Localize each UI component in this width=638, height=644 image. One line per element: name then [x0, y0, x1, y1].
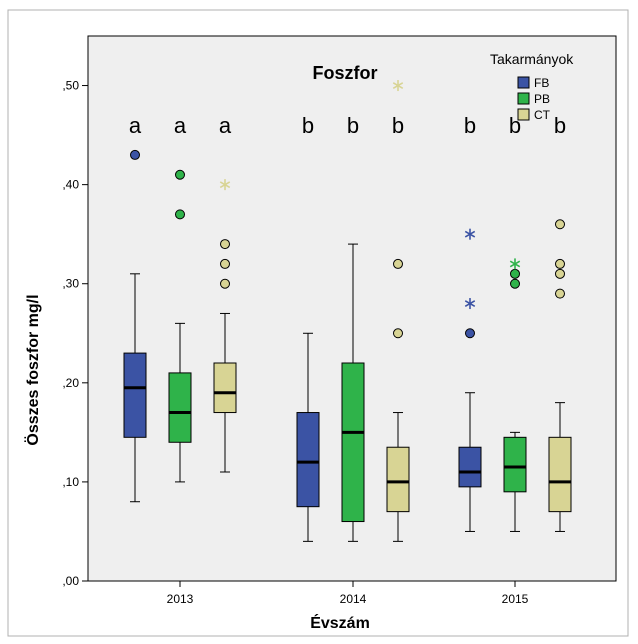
outlier-marker	[465, 328, 475, 339]
outlier-marker	[510, 278, 520, 289]
y-tick-label: ,50	[62, 79, 79, 93]
outlier-marker	[175, 209, 185, 220]
extreme-marker-stroke	[219, 181, 231, 189]
box-CT-2015	[548, 219, 572, 532]
box-FB-2013	[123, 149, 147, 503]
extreme-marker-stroke	[392, 82, 404, 89]
box-body	[341, 362, 365, 523]
x-tick-label: 2014	[340, 592, 367, 606]
outlier-marker	[555, 268, 565, 279]
box-FB-2014	[296, 332, 320, 542]
significance-letters: a b ba b ba b b	[129, 113, 566, 138]
legend-swatch-CT	[517, 108, 530, 121]
y-axis-title: Összes foszfor mg/l	[23, 294, 42, 445]
outlier-marker	[220, 239, 230, 250]
x-axis-title: Évszám	[310, 613, 370, 632]
outlier-marker	[555, 258, 565, 269]
extreme-marker	[509, 258, 521, 270]
x-tick-label: 2013	[167, 592, 194, 606]
box-body	[168, 372, 192, 443]
box-CT-2014	[386, 80, 410, 542]
box-body	[213, 362, 237, 414]
y-tick-label: ,00	[62, 574, 79, 588]
y-tick-label: ,10	[62, 475, 79, 489]
extreme-marker-stroke	[464, 300, 476, 307]
extreme-marker	[464, 228, 476, 240]
significance-letter: b	[347, 113, 359, 138]
x-axis: 2013 2014 2015	[167, 581, 529, 606]
significance-letter: b	[464, 113, 476, 138]
significance-letter: a	[219, 113, 232, 138]
legend-label-CT: CT	[534, 108, 551, 122]
y-tick-label: ,40	[62, 178, 79, 192]
legend-label-FB: FB	[534, 76, 549, 90]
outlier-marker	[555, 288, 565, 299]
box-body	[123, 352, 147, 438]
legend-title: Takarmányok	[490, 51, 574, 67]
significance-letter: b	[302, 113, 314, 138]
box-body	[548, 436, 572, 513]
legend-label-PB: PB	[534, 92, 550, 106]
box-PB-2013	[168, 169, 192, 483]
outlier-marker	[175, 169, 185, 180]
box-FB-2015	[458, 228, 482, 532]
legend-swatch-PB	[517, 92, 530, 105]
box-body	[503, 436, 527, 493]
extreme-marker-stroke	[509, 260, 521, 268]
extreme-marker	[392, 80, 404, 92]
outlier-marker	[555, 219, 565, 230]
outlier-marker	[130, 149, 140, 160]
significance-letter: b	[554, 113, 566, 138]
outlier-marker	[393, 328, 403, 339]
extreme-marker	[219, 179, 231, 191]
extreme-marker-stroke	[464, 230, 476, 238]
legend: Takarmányok FB PB CT	[490, 51, 574, 122]
outlier-marker	[220, 258, 230, 269]
outlier-marker	[220, 278, 230, 289]
extreme-marker	[464, 298, 476, 310]
x-tick-label: 2015	[502, 592, 529, 606]
y-tick-label: ,30	[62, 277, 79, 291]
significance-letter: b	[392, 113, 404, 138]
legend-swatch-FB	[517, 76, 530, 89]
box-PB-2014	[341, 243, 365, 542]
y-axis: ,00 ,10 ,20 ,30 ,40 ,50	[62, 79, 88, 588]
box-body	[386, 446, 410, 513]
outlier-marker	[510, 268, 520, 279]
significance-letter: a	[129, 113, 142, 138]
chart-title: Foszfor	[313, 63, 378, 83]
significance-letter: a	[174, 113, 187, 138]
box-body	[458, 446, 482, 488]
box-body	[296, 412, 320, 508]
box-series	[123, 80, 572, 542]
y-tick-label: ,20	[62, 376, 79, 390]
box-PB-2015	[503, 258, 527, 532]
box-CT-2013	[213, 179, 237, 473]
figure-frame	[7, 9, 629, 637]
outlier-marker	[393, 258, 403, 269]
